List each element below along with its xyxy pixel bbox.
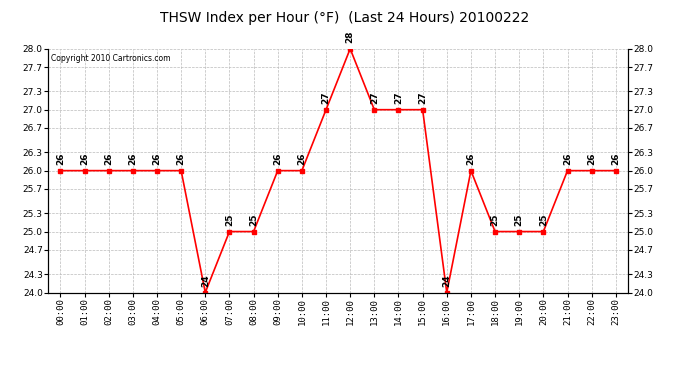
Text: 26: 26 <box>587 153 596 165</box>
Text: 28: 28 <box>346 31 355 43</box>
Text: 25: 25 <box>515 213 524 226</box>
Text: 24: 24 <box>201 274 210 287</box>
Text: THSW Index per Hour (°F)  (Last 24 Hours) 20100222: THSW Index per Hour (°F) (Last 24 Hours)… <box>160 11 530 25</box>
Text: 27: 27 <box>394 92 403 104</box>
Text: 26: 26 <box>563 153 572 165</box>
Text: 26: 26 <box>177 153 186 165</box>
Text: 26: 26 <box>152 153 161 165</box>
Text: 26: 26 <box>128 153 137 165</box>
Text: Copyright 2010 Cartronics.com: Copyright 2010 Cartronics.com <box>51 54 170 63</box>
Text: 27: 27 <box>418 92 427 104</box>
Text: 25: 25 <box>249 213 258 226</box>
Text: 27: 27 <box>370 92 379 104</box>
Text: 26: 26 <box>273 153 282 165</box>
Text: 27: 27 <box>322 92 331 104</box>
Text: 25: 25 <box>491 213 500 226</box>
Text: 26: 26 <box>56 153 65 165</box>
Text: 25: 25 <box>539 213 548 226</box>
Text: 26: 26 <box>466 153 475 165</box>
Text: 25: 25 <box>225 213 234 226</box>
Text: 26: 26 <box>104 153 113 165</box>
Text: 24: 24 <box>442 274 451 287</box>
Text: 26: 26 <box>80 153 89 165</box>
Text: 26: 26 <box>297 153 306 165</box>
Text: 26: 26 <box>611 153 620 165</box>
